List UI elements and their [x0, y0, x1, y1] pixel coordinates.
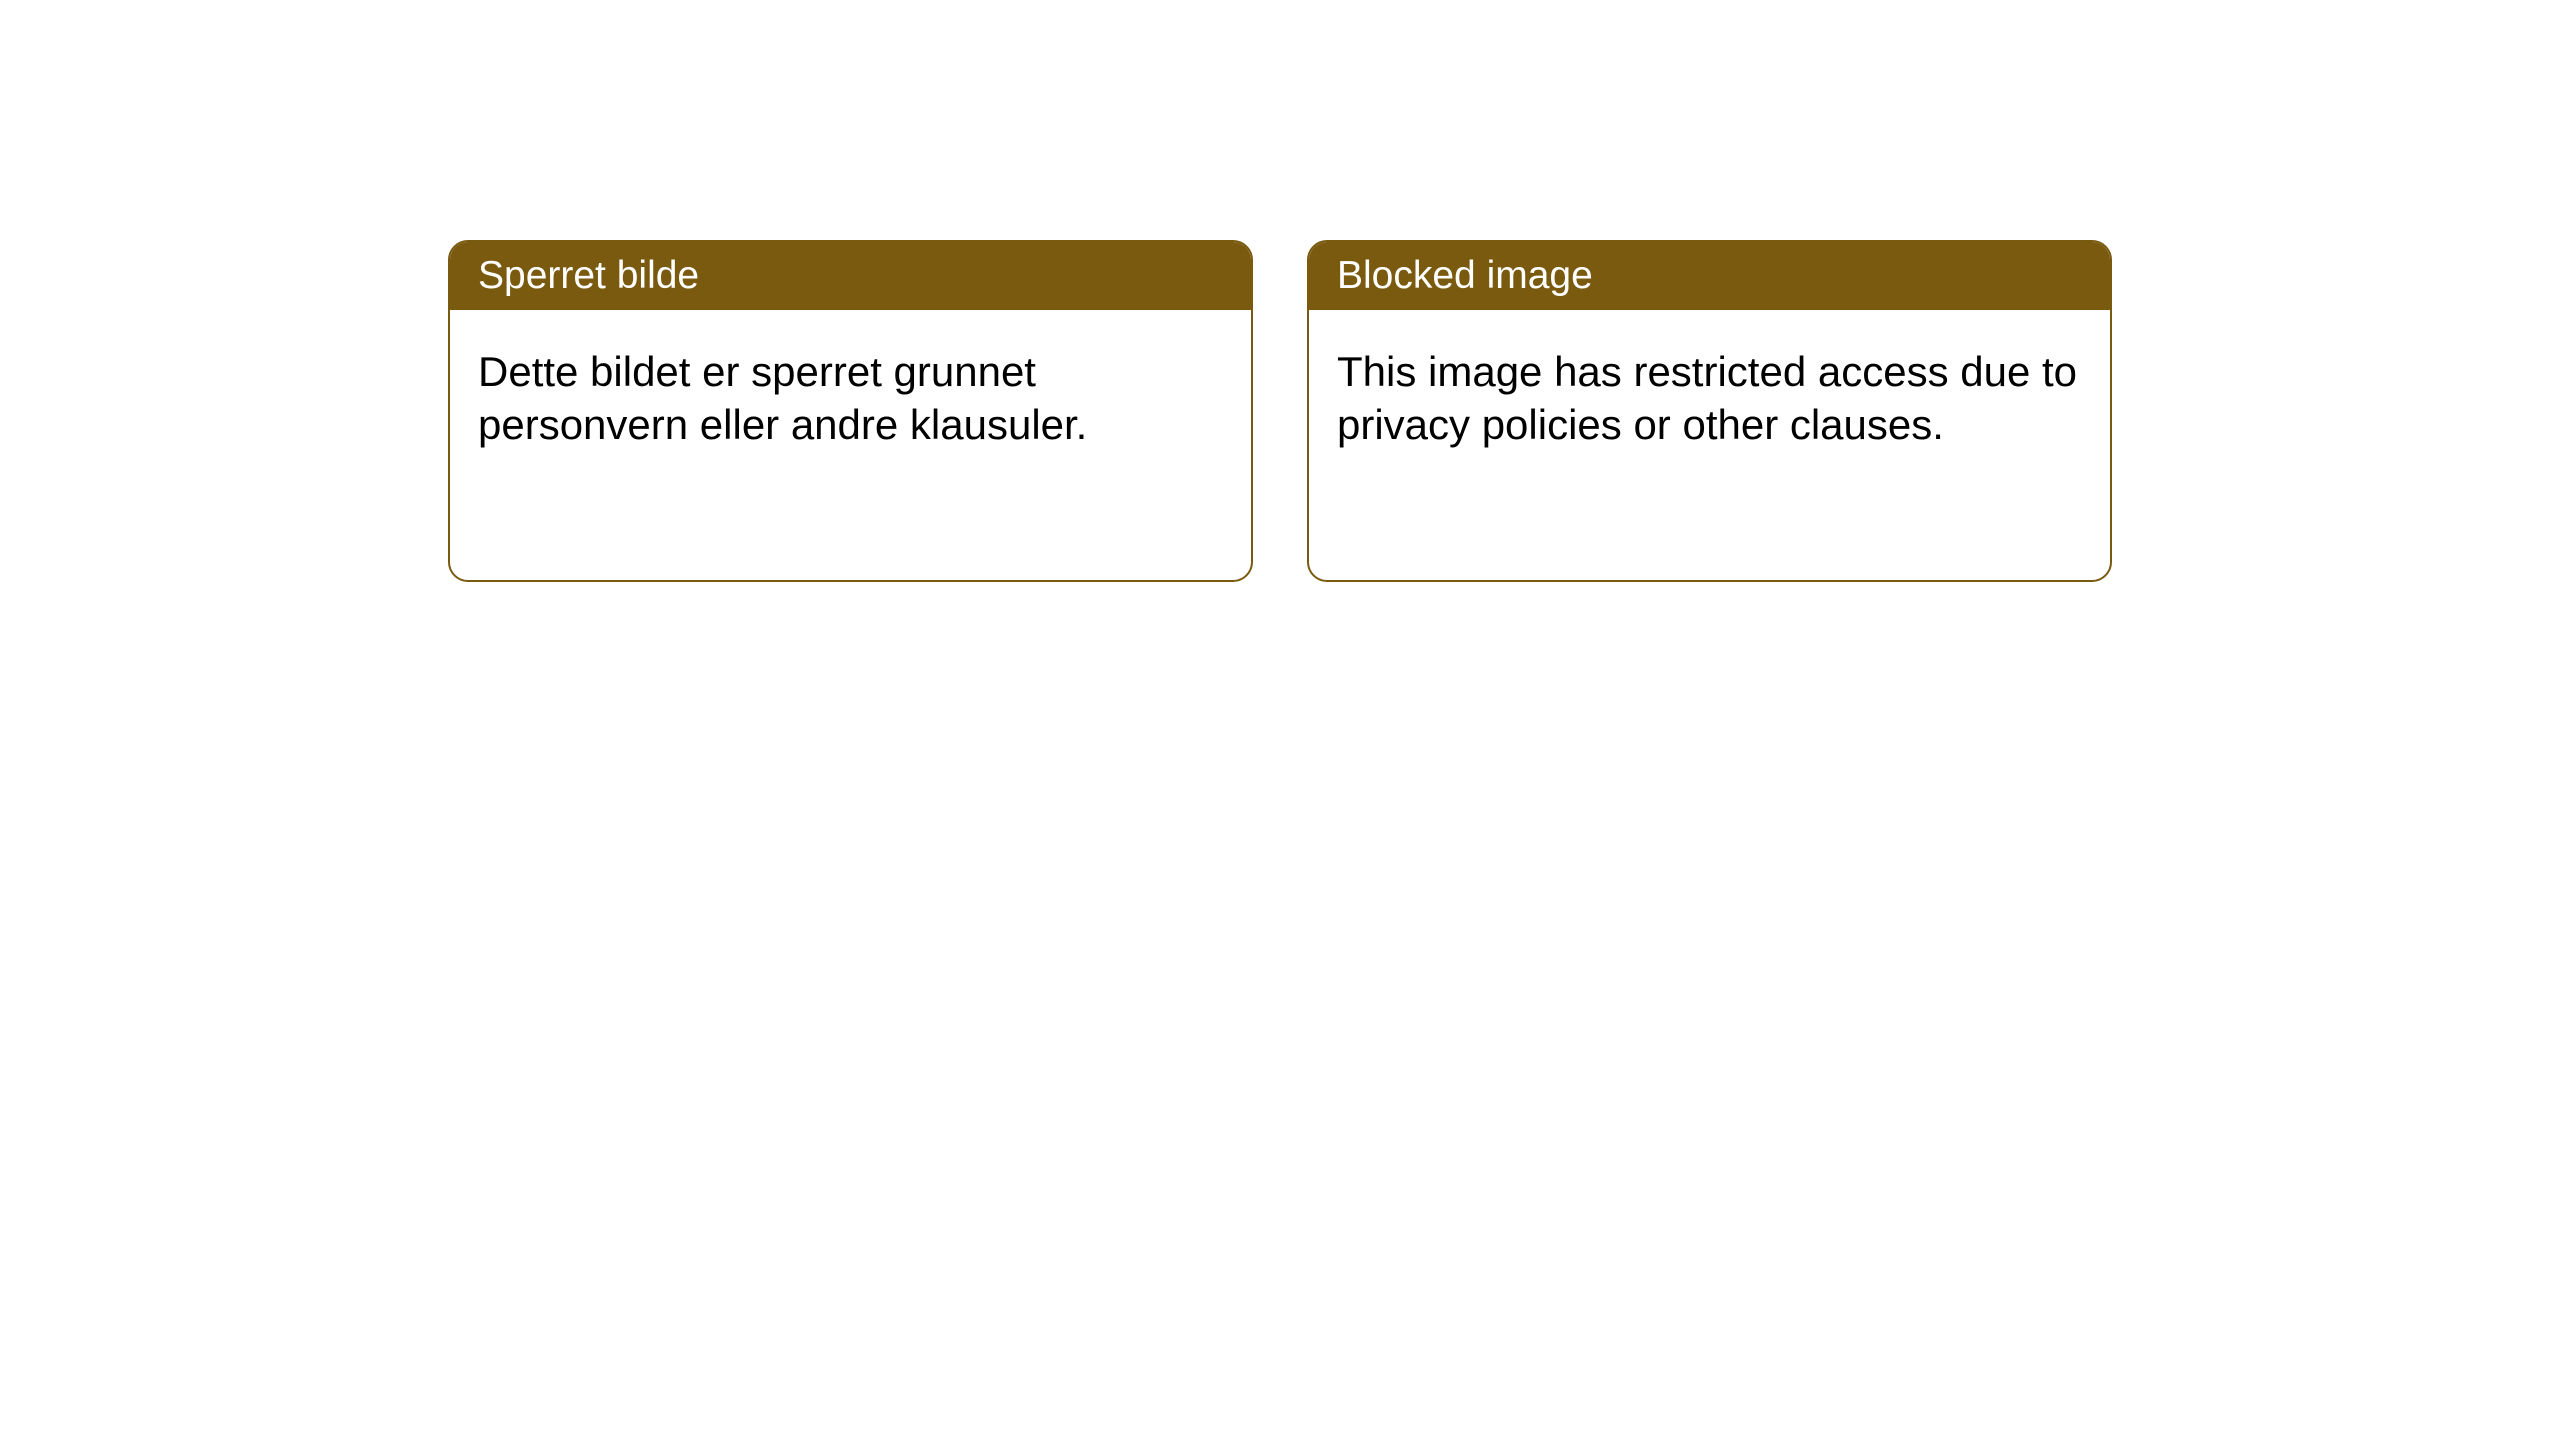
card-header-en: Blocked image — [1309, 242, 2110, 310]
card-text-en: This image has restricted access due to … — [1337, 348, 2077, 448]
card-title-en: Blocked image — [1337, 254, 1593, 297]
card-header-no: Sperret bilde — [450, 242, 1251, 310]
cards-container: Sperret bilde Dette bildet er sperret gr… — [448, 240, 2112, 582]
card-title-no: Sperret bilde — [478, 254, 699, 297]
card-text-no: Dette bildet er sperret grunnet personve… — [478, 348, 1087, 448]
blocked-image-card-en: Blocked image This image has restricted … — [1307, 240, 2112, 582]
blocked-image-card-no: Sperret bilde Dette bildet er sperret gr… — [448, 240, 1253, 582]
card-body-no: Dette bildet er sperret grunnet personve… — [450, 310, 1251, 580]
card-body-en: This image has restricted access due to … — [1309, 310, 2110, 580]
